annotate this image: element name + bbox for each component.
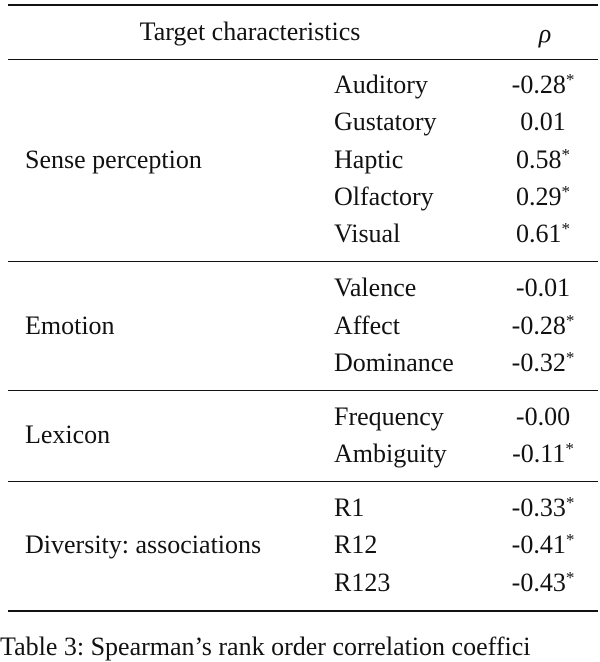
significance-mark: *: [561, 144, 571, 164]
rho: -0.41: [511, 530, 566, 560]
header-rho: ρ: [538, 19, 552, 48]
rho: -0.28: [511, 310, 566, 340]
characteristic: Auditory: [334, 70, 428, 99]
significance-mark: *: [565, 439, 574, 459]
characteristic: Haptic: [334, 144, 404, 174]
rho: 0.01: [520, 107, 566, 137]
rho-value: -0.11*: [512, 439, 574, 469]
rho-value: -0.33*: [512, 493, 575, 523]
top-rule: [8, 4, 598, 6]
significance-mark: *: [565, 530, 575, 550]
caption: Table 3: Spearman’s rank order correlati…: [0, 632, 531, 661]
characteristic: Frequency: [334, 401, 444, 431]
header-characteristics: Target characteristics: [139, 17, 361, 46]
characteristic: Olfactory: [334, 181, 434, 211]
rho: -0.33: [511, 493, 566, 523]
rho: 0.29: [516, 181, 562, 211]
rho: -0.00: [515, 401, 571, 431]
group-label: Lexicon: [25, 420, 111, 450]
rho-value: 0.01: [520, 107, 566, 137]
characteristic: Affect: [334, 310, 400, 340]
rho-value: -0.32*: [512, 348, 575, 378]
significance-mark: *: [565, 310, 575, 330]
rho-value: -0.41*: [512, 530, 575, 560]
group-label: Diversity: associations: [25, 530, 262, 560]
group-label: Emotion: [25, 310, 115, 340]
rho-value: -0.01: [516, 273, 570, 303]
rho: 0.61: [516, 219, 562, 249]
rho: -0.32: [511, 347, 566, 377]
page: Target characteristics ρ Table 3: Spearm…: [0, 4, 598, 661]
rho: -0.28: [511, 70, 566, 99]
group-rule: [8, 389, 598, 391]
rho: -0.43: [511, 567, 566, 597]
group-label: Sense perception: [25, 144, 202, 174]
rho-value: -0.00: [516, 402, 570, 432]
characteristic: R12: [334, 530, 378, 560]
group-rule: [8, 481, 598, 483]
header-rule: [8, 59, 598, 60]
significance-mark: *: [561, 219, 571, 239]
rho-value: 0.61*: [516, 219, 570, 249]
characteristic: Gustatory: [334, 107, 437, 137]
rho-value: -0.28*: [512, 311, 575, 341]
significance-mark: *: [565, 567, 575, 587]
significance-mark: *: [561, 181, 571, 201]
characteristic: R123: [334, 567, 391, 597]
significance-mark: *: [565, 493, 575, 513]
characteristic: Dominance: [334, 347, 454, 377]
significance-mark: *: [565, 70, 575, 89]
characteristic: Ambiguity: [334, 439, 447, 469]
bottom-rule: [8, 609, 598, 612]
rho-value: 0.58*: [516, 145, 570, 175]
significance-mark: *: [565, 347, 575, 367]
rho: 0.58: [516, 144, 562, 174]
rho-value: -0.28*: [512, 70, 575, 100]
characteristic: R1: [334, 493, 365, 523]
characteristic: Valence: [334, 273, 417, 303]
characteristic: Visual: [334, 219, 401, 249]
rho-value: -0.43*: [512, 568, 575, 598]
rho-value: 0.29*: [516, 182, 570, 212]
group-rule: [8, 261, 598, 263]
rho: -0.01: [515, 273, 571, 303]
rho: -0.11: [512, 439, 566, 469]
